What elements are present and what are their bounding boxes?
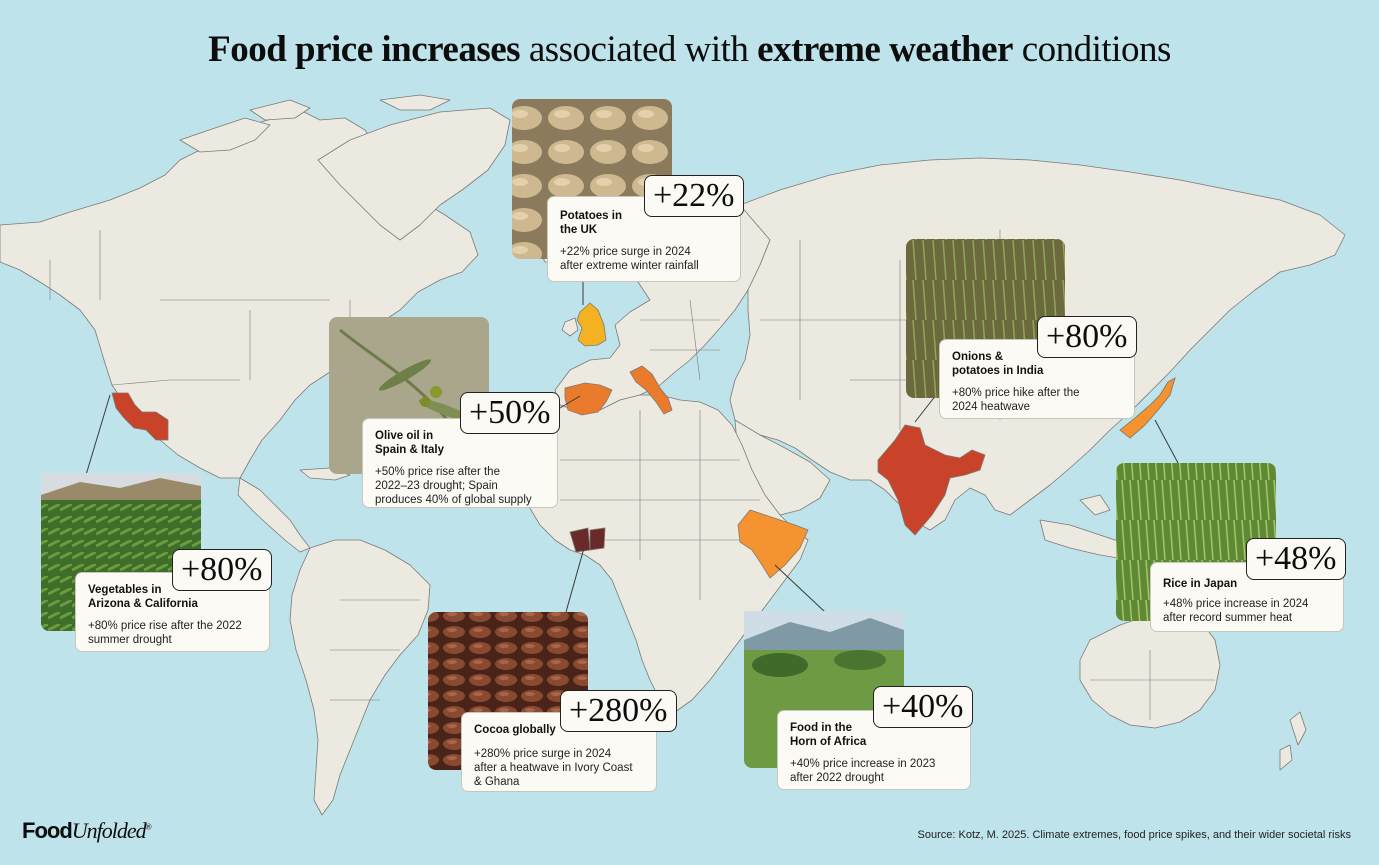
japan-highlight [1119, 377, 1176, 439]
usa-southwest-highlight [111, 392, 169, 441]
foodunfolded-logo: FoodUnfolded® [22, 818, 152, 844]
logo-registered-mark: ® [145, 822, 152, 832]
card-usa-title: Vegetables in Arizona & California [88, 583, 257, 611]
title-normal-1: associated with [520, 29, 758, 70]
central-america [237, 477, 311, 553]
title-bold-2: extreme weather [757, 29, 1013, 70]
card-uk-desc-line1: +22% price surge in 2024 [560, 246, 691, 258]
source-note: Source: Kotz, M. 2025. Climate extremes,… [917, 829, 1351, 841]
badge-india: +80% [1037, 316, 1137, 358]
card-usa-title-line1: Vegetables in [88, 584, 162, 596]
badge-japan: +48% [1246, 538, 1346, 580]
south-america-landmass [289, 539, 431, 816]
badge-olive: +50% [460, 392, 560, 434]
horn-of-africa-highlight [737, 509, 809, 579]
card-uk-title-line2: the UK [560, 224, 598, 236]
card-olive-title-line1: Olive oil in [375, 430, 434, 442]
card-india-desc: +80% price hike after the 2024 heatwave [952, 386, 1122, 414]
card-uk-desc: +22% price surge in 2024 after extreme wi… [560, 245, 728, 273]
connector-usa [85, 394, 111, 476]
card-usa-desc-line2: summer drought [88, 634, 172, 646]
india-highlight [877, 424, 986, 536]
card-olive-title: Olive oil in Spain & Italy [375, 429, 545, 457]
card-uk-desc-line2: after extreme winter rainfall [560, 260, 699, 272]
ivory-coast-ghana-highlight [569, 527, 606, 553]
card-cocoa-title-line1: Cocoa globally [474, 724, 556, 736]
card-usa-desc: +80% price rise after the 2022 summer dro… [88, 619, 257, 647]
connector-horn [774, 564, 826, 613]
connector-japan [1154, 419, 1179, 464]
card-horn-title-line1: Food in the [790, 722, 852, 734]
greenland-landmass [317, 107, 511, 241]
card-cocoa-desc-line1: +280% price surge in 2024 [474, 748, 612, 760]
card-horn-desc-line1: +40% price increase in 2023 [790, 758, 936, 770]
card-usa-title-line2: Arizona & California [88, 598, 198, 610]
logo-part-1: Food [22, 818, 73, 843]
card-india-title-line2: potatoes in India [952, 365, 1044, 377]
page-title: Food price increases associated with ext… [0, 28, 1379, 71]
card-olive-title-line2: Spain & Italy [375, 444, 445, 456]
arctic-islands [179, 94, 451, 153]
card-uk-title: Potatoes in the UK [560, 209, 728, 237]
card-horn-desc: +40% price increase in 2023 after 2022 dr… [790, 757, 958, 785]
card-japan-title: Rice in Japan [1163, 577, 1331, 591]
uk-highlight [576, 302, 607, 347]
card-horn-title: Food in the Horn of Africa [790, 721, 958, 749]
ireland-shape [561, 317, 579, 337]
card-cocoa-desc: +280% price surge in 2024 after a heatwav… [474, 747, 644, 789]
card-india-title-line1: Onions & [952, 351, 1004, 363]
card-japan-desc-line1: +48% price increase in 2024 [1163, 598, 1309, 610]
badge-cocoa: +280% [560, 690, 677, 732]
card-cocoa-desc-line3: & Ghana [474, 776, 520, 788]
card-horn-desc-line2: after 2022 drought [790, 772, 884, 784]
title-bold-1: Food price increases [208, 29, 521, 70]
card-india-desc-line1: +80% price hike after the [952, 387, 1080, 399]
badge-usa: +80% [172, 549, 272, 591]
card-olive-desc-line3: produces 40% of global supply [375, 494, 532, 506]
card-japan-desc: +48% price increase in 2024 after record … [1163, 597, 1331, 625]
title-normal-2: conditions [1012, 29, 1172, 70]
card-cocoa-title: Cocoa globally [474, 723, 644, 737]
card-usa-desc-line1: +80% price rise after the 2022 [88, 620, 242, 632]
card-olive-desc: +50% price rise after the 2022–23 drought… [375, 465, 545, 507]
badge-uk-front: +22% [644, 175, 744, 217]
italy-highlight [629, 365, 673, 415]
card-india-desc-line2: 2024 heatwave [952, 401, 1031, 413]
card-olive-desc-line2: 2022–23 drought; Spain [375, 480, 498, 492]
connector-cocoa [565, 547, 585, 613]
card-japan-desc-line2: after record summer heat [1163, 612, 1293, 624]
card-usa: Vegetables in Arizona & California +80% p… [75, 572, 270, 652]
card-horn-title-line2: Horn of Africa [790, 736, 867, 748]
new-zealand [1279, 711, 1307, 771]
card-japan-title-line1: Rice in Japan [1163, 578, 1238, 590]
card-india-title: Onions & potatoes in India [952, 350, 1122, 378]
card-uk-title-line1: Potatoes in [560, 210, 622, 222]
badge-horn: +40% [873, 686, 973, 728]
africa-landmass [524, 394, 809, 713]
card-olive-desc-line1: +50% price rise after the [375, 466, 500, 478]
card-cocoa-desc-line2: after a heatwave in Ivory Coast [474, 762, 633, 774]
logo-part-2: Unfolded [71, 818, 147, 843]
